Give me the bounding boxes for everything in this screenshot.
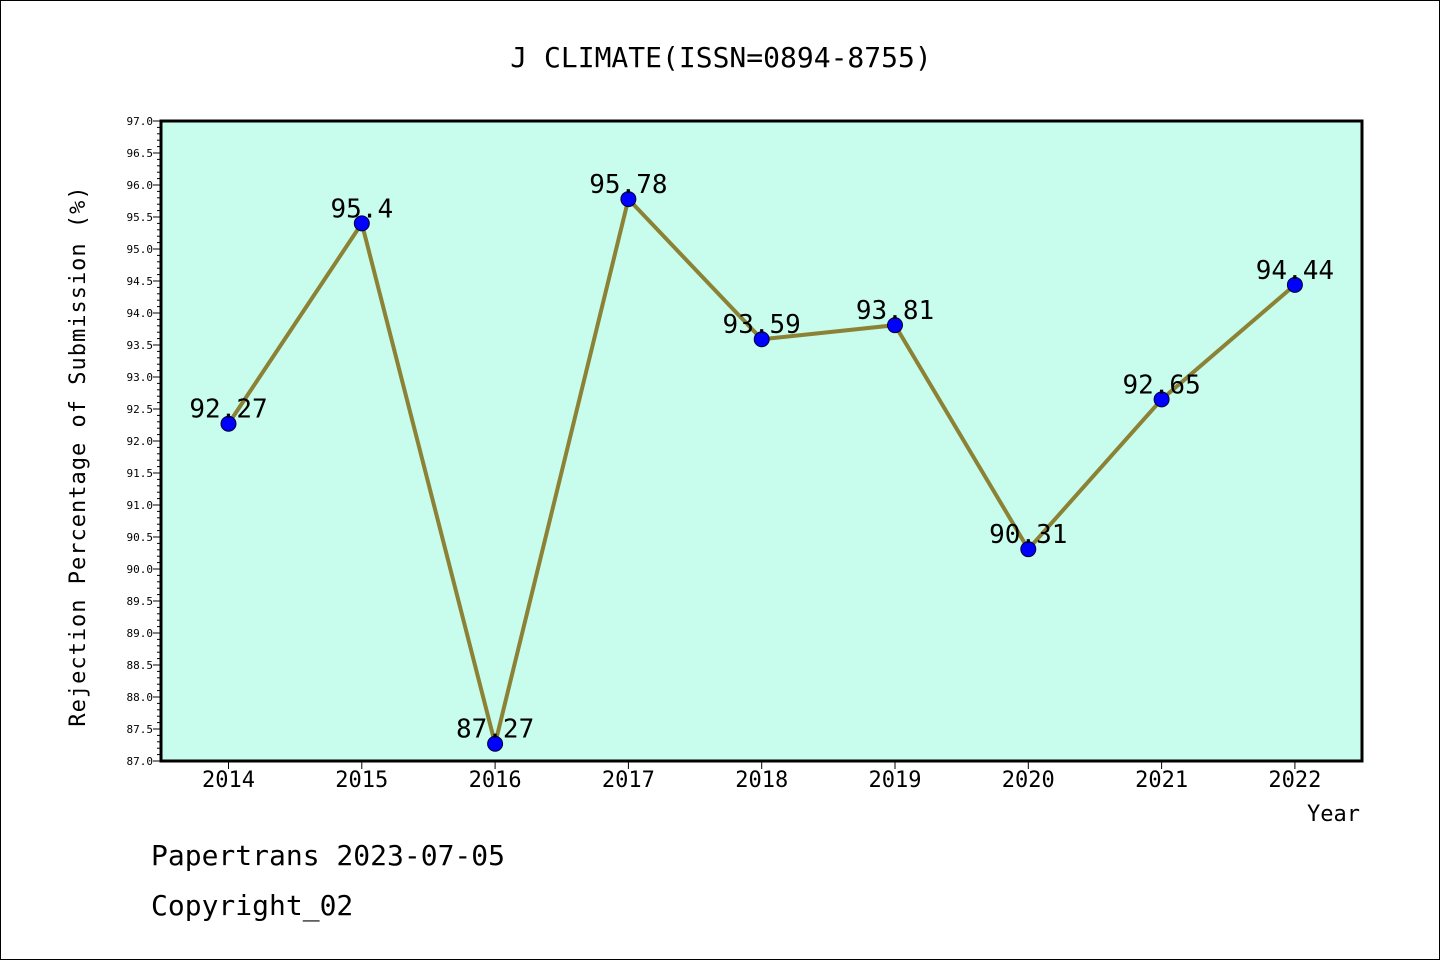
x-tick-label: 2022: [1268, 768, 1321, 793]
y-tick-label: 90.0: [127, 563, 154, 576]
data-point: [1020, 541, 1037, 558]
y-tick-label: 96.0: [127, 179, 154, 192]
y-tick-label: 94.0: [127, 307, 154, 320]
data-label: 95.78: [589, 170, 667, 200]
data-point: [1286, 276, 1303, 293]
x-axis: 2014 2015 2016 2017 2018 2019 2020 2021 2022: [202, 761, 1321, 793]
data-label: 90.31: [989, 520, 1067, 550]
y-tick-label: 94.5: [127, 275, 154, 288]
series-line: [220, 191, 1303, 752]
x-tick-label: 2018: [735, 768, 788, 793]
footer-copyright: Copyright_02: [151, 889, 353, 923]
y-tick-label: 93.5: [127, 339, 154, 352]
x-tick-label: 2019: [869, 768, 922, 793]
y-tick-label: 95.0: [127, 243, 154, 256]
y-tick-label: 88.5: [127, 659, 154, 672]
data-point: [620, 191, 637, 208]
y-tick-label: 87.0: [127, 755, 154, 768]
data-label: 92.27: [189, 395, 267, 425]
data-label: 94.44: [1256, 256, 1334, 286]
data-point: [487, 735, 504, 752]
chart-title: J CLIMATE(ISSN=0894-8755): [510, 41, 931, 74]
y-tick-label: 91.5: [127, 467, 154, 480]
y-tick-label: 97.0: [127, 115, 154, 128]
y-tick-label: 91.0: [127, 499, 154, 512]
x-tick-label: 2021: [1135, 768, 1188, 793]
y-tick-label: 92.0: [127, 435, 154, 448]
y-tick-label: 89.5: [127, 595, 154, 608]
y-tick-label: 96.5: [127, 147, 154, 160]
y-tick-label: 93.0: [127, 371, 154, 384]
x-tick-label: 2015: [335, 768, 388, 793]
x-tick-label: 2014: [202, 768, 255, 793]
data-point: [1153, 391, 1170, 408]
y-axis-label: Rejection Percentage of Submission (%): [66, 185, 91, 726]
footer-source: Papertrans 2023-07-05: [151, 839, 505, 872]
y-tick-label: 89.0: [127, 627, 154, 640]
x-axis-label: Year: [1307, 802, 1360, 827]
data-label: 92.65: [1122, 370, 1200, 400]
data-label: 93.59: [723, 310, 801, 340]
data-label: 93.81: [856, 296, 934, 326]
data-point: [353, 215, 370, 232]
y-axis: 87.0 87.5 88.0 88.5 89.0 89.5 90.0 90.5 91.0 91.5…: [127, 115, 161, 768]
data-label: 87.27: [456, 715, 534, 745]
data-point: [753, 331, 770, 348]
data-point: [887, 317, 903, 334]
y-tick-label: 90.5: [127, 531, 154, 544]
data-label: 95.4: [330, 194, 393, 224]
y-tick-label: 95.5: [127, 211, 154, 224]
y-tick-label: 87.5: [127, 723, 154, 736]
x-tick-label: 2016: [469, 768, 522, 793]
x-tick-label: 2017: [602, 768, 655, 793]
y-tick-label: 92.5: [127, 403, 154, 416]
y-tick-label: 88.0: [127, 691, 154, 704]
x-tick-label: 2020: [1002, 768, 1055, 793]
data-labels: 92.27 95.4 87.27 95.78 93.59 93.81 90.31 92.65 9…: [189, 170, 1334, 745]
data-point: [220, 415, 237, 432]
